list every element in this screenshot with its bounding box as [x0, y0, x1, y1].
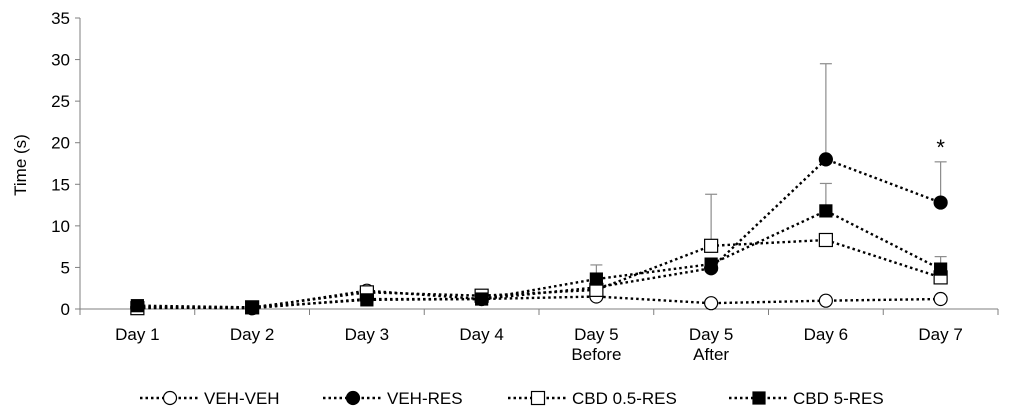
legend-label: VEH-RES	[387, 389, 463, 408]
x-tick-label: Day 3	[345, 325, 389, 344]
legend-label: VEH-VEH	[204, 389, 280, 408]
series-point	[933, 195, 948, 210]
series-point	[245, 300, 259, 314]
legend-item: VEH-RES	[323, 389, 463, 408]
significance-marker: *	[936, 135, 945, 160]
series-point	[933, 291, 948, 307]
series-point	[704, 238, 719, 253]
y-tick-label: 30	[51, 51, 70, 70]
series-lines	[137, 157, 942, 310]
y-tick-label: 20	[51, 134, 70, 153]
x-tick-label: Day 1	[115, 325, 159, 344]
series-markers	[130, 152, 948, 316]
series-point	[475, 292, 489, 306]
series-point	[818, 152, 833, 167]
series-point	[818, 293, 833, 308]
legend-item: CBD 5-RES	[729, 389, 884, 408]
annotations: *	[936, 135, 945, 160]
legend-label: CBD 0.5-RES	[572, 389, 677, 408]
axes	[79, 18, 998, 310]
x-tick-label: Before	[571, 345, 621, 364]
legend-marker	[530, 390, 546, 406]
series-point	[818, 232, 833, 248]
legend-item: VEH-VEH	[140, 389, 280, 408]
y-axis-ticks: 0 5 10 15 20 25 30 35	[51, 9, 80, 319]
legend: VEH-VEH VEH-RES CBD 0.5-RES CBD 5-RES	[140, 389, 884, 408]
series-line	[137, 238, 941, 310]
x-tick-label: Day 4	[459, 325, 503, 344]
legend-marker	[752, 391, 766, 405]
x-tick-label: After	[693, 345, 729, 364]
series-line	[137, 209, 942, 309]
x-tick-label: Day 7	[918, 325, 962, 344]
error-bars	[360, 63, 947, 304]
x-tick-label: Day 2	[230, 325, 274, 344]
legend-item: CBD 0.5-RES	[508, 389, 677, 408]
series-point	[704, 257, 718, 271]
legend-marker	[345, 390, 361, 406]
series-point	[819, 204, 833, 218]
x-tick-label: Day 5	[689, 325, 733, 344]
y-tick-label: 5	[61, 258, 70, 277]
series-point	[589, 272, 603, 286]
series-point	[704, 296, 719, 311]
legend-label: CBD 5-RES	[793, 389, 884, 408]
legend-marker	[162, 390, 178, 406]
y-tick-label: 25	[51, 92, 70, 111]
series-point	[130, 299, 144, 313]
series-point	[934, 262, 948, 276]
y-tick-label: 10	[51, 217, 70, 236]
x-tick-label: Day 5	[574, 325, 618, 344]
y-tick-label: 0	[61, 300, 70, 319]
y-tick-label: 35	[51, 9, 70, 28]
y-axis-title: Time (s)	[11, 134, 30, 196]
y-tick-label: 15	[51, 175, 70, 194]
x-tick-label: Day 6	[804, 325, 848, 344]
series-point	[360, 293, 374, 307]
